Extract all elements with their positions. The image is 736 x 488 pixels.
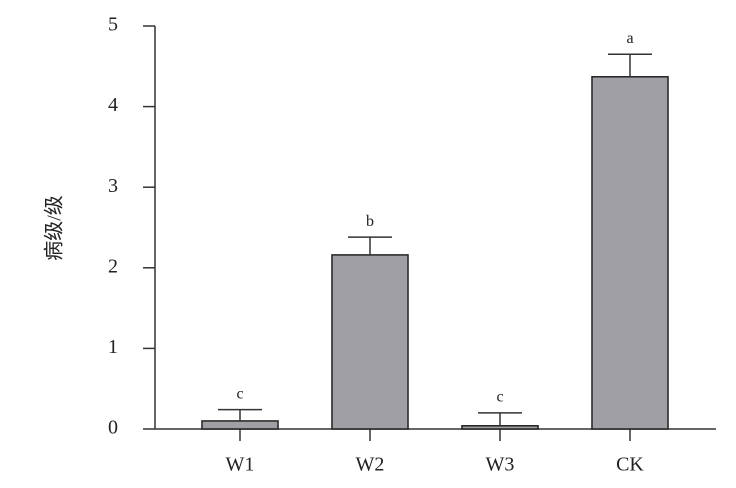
significance-label: a (626, 30, 633, 47)
y-tick-label: 4 (108, 94, 118, 116)
x-tick-label: W1 (226, 454, 255, 476)
y-tick-label: 1 (108, 336, 118, 358)
y-tick-label: 3 (108, 175, 118, 197)
bar (591, 76, 669, 430)
x-tick-label: CK (616, 454, 644, 476)
x-tick-label: W2 (356, 454, 385, 476)
significance-label: c (496, 389, 503, 406)
significance-label: b (366, 213, 374, 230)
y-axis-label: 病级/级 (43, 195, 66, 261)
significance-label: c (236, 385, 243, 402)
bar (461, 425, 539, 430)
y-tick-label: 0 (108, 417, 118, 439)
y-tick-label: 5 (108, 14, 118, 36)
x-tick-label: W3 (486, 454, 515, 476)
bar (201, 420, 279, 430)
y-tick-label: 2 (108, 255, 118, 277)
bar (331, 254, 409, 430)
